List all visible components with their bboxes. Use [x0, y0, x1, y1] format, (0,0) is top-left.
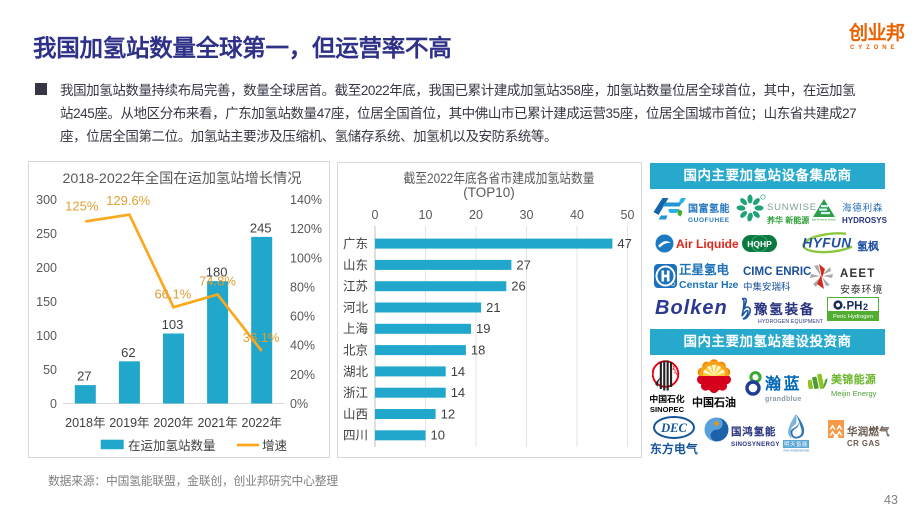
svg-text:74.8%: 74.8%	[199, 274, 236, 289]
svg-text:河北: 河北	[343, 301, 369, 315]
svg-text:北京: 北京	[343, 344, 368, 358]
svg-text:DEC: DEC	[660, 421, 687, 435]
svg-text:四川: 四川	[343, 429, 368, 443]
svg-text:300: 300	[36, 193, 57, 207]
svg-text:增速: 增速	[262, 438, 288, 453]
svg-text:80%: 80%	[290, 281, 315, 295]
svg-text:40%: 40%	[290, 339, 315, 353]
svg-text:0: 0	[50, 397, 57, 411]
svg-text:广东: 广东	[343, 237, 368, 251]
svg-text:18: 18	[471, 343, 485, 358]
svg-text:100%: 100%	[290, 251, 322, 265]
svg-text:27: 27	[516, 257, 530, 272]
svg-text:2021年: 2021年	[197, 416, 237, 430]
svg-text:浙江: 浙江	[343, 385, 368, 400]
svg-text:30: 30	[520, 208, 534, 222]
svg-text:103: 103	[162, 317, 184, 332]
svg-text:180: 180	[206, 265, 228, 280]
svg-text:60%: 60%	[290, 310, 315, 324]
svg-text:上海: 上海	[343, 321, 369, 336]
svg-text:50: 50	[43, 363, 57, 377]
svg-text:12: 12	[441, 406, 455, 421]
svg-text:250: 250	[36, 227, 57, 241]
svg-text:200: 200	[36, 261, 57, 275]
svg-text:27: 27	[77, 369, 91, 384]
svg-text:20%: 20%	[290, 368, 315, 382]
svg-text:山东: 山东	[343, 258, 368, 272]
svg-text:120%: 120%	[290, 222, 322, 236]
svg-text:10: 10	[431, 428, 445, 443]
svg-text:47: 47	[617, 236, 631, 251]
svg-text:截至2022年底各省市建成加氢站数量: 截至2022年底各省市建成加氢站数量	[404, 170, 595, 186]
svg-text:2: 2	[863, 302, 868, 312]
svg-text:26: 26	[511, 279, 525, 294]
svg-text:66.1%: 66.1%	[154, 286, 191, 301]
svg-text:HQHP: HQHP	[747, 239, 772, 249]
svg-text:125%: 125%	[65, 198, 99, 213]
svg-text:明天氢能: 明天氢能	[784, 440, 808, 448]
svg-text:36.1%: 36.1%	[243, 330, 280, 345]
svg-text:MINGTIAN HYDROGEN ENERGY: MINGTIAN HYDROGEN ENERGY	[783, 450, 809, 453]
svg-text:150: 150	[36, 295, 57, 309]
svg-text:20: 20	[469, 208, 483, 222]
svg-text:2022年: 2022年	[242, 416, 282, 430]
svg-text:129.6%: 129.6%	[106, 193, 151, 208]
svg-text:(TOP10): (TOP10)	[463, 185, 515, 200]
svg-text:江苏: 江苏	[343, 279, 368, 294]
svg-text:在运加氢站数量: 在运加氢站数量	[128, 438, 216, 453]
svg-text:40: 40	[570, 208, 584, 222]
svg-text:2020年: 2020年	[153, 416, 193, 430]
svg-text:62: 62	[121, 345, 135, 360]
svg-text:2019年: 2019年	[109, 416, 149, 430]
svg-text:2018年: 2018年	[65, 416, 105, 430]
svg-text:19: 19	[476, 321, 490, 336]
svg-text:14: 14	[451, 385, 465, 400]
svg-text:10: 10	[419, 208, 433, 222]
svg-text:High Pressure Solution: High Pressure Solution	[812, 218, 836, 221]
svg-text:0%: 0%	[290, 397, 308, 411]
svg-text:50: 50	[621, 208, 635, 222]
svg-text:21: 21	[486, 300, 500, 315]
svg-text:山西: 山西	[343, 407, 368, 421]
svg-text:Peric Hydrogen: Peric Hydrogen	[833, 314, 873, 320]
svg-text:245: 245	[250, 220, 272, 235]
svg-text:2018-2022年全国在运加氢站增长情况: 2018-2022年全国在运加氢站增长情况	[63, 170, 302, 186]
svg-text:PH: PH	[847, 301, 863, 313]
svg-text:湖北: 湖北	[343, 364, 369, 379]
svg-text:100: 100	[36, 329, 57, 343]
svg-text:HYFUN: HYFUN	[803, 236, 852, 251]
svg-text:140%: 140%	[290, 193, 322, 207]
svg-text:0: 0	[372, 208, 379, 222]
svg-text:14: 14	[451, 364, 465, 379]
